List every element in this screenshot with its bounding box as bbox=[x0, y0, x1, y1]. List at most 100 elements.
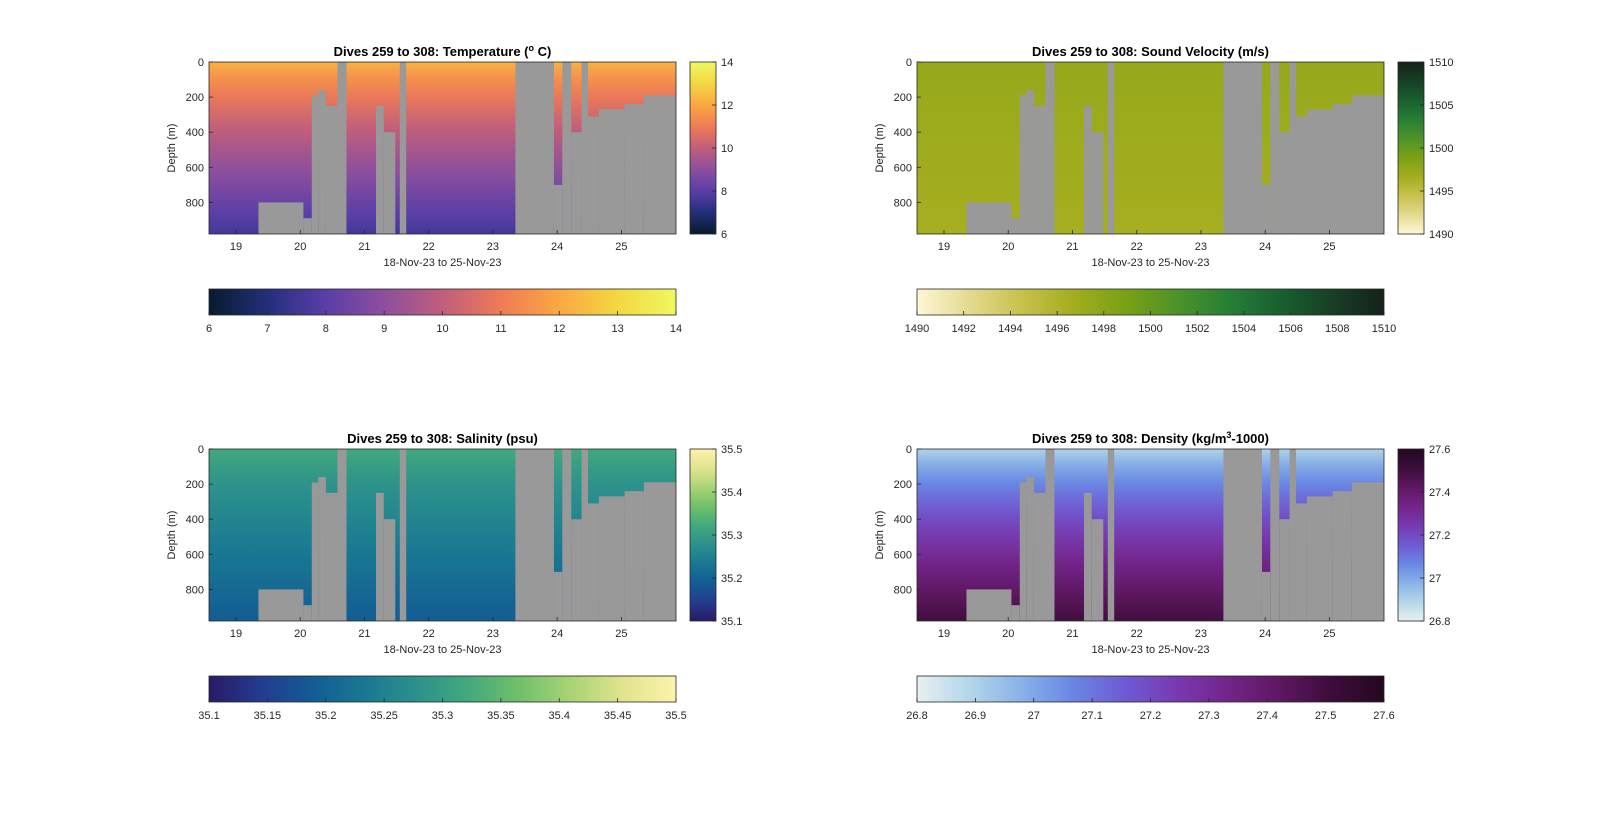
no-data-region bbox=[325, 105, 338, 234]
colorbar-tick-label: 1504 bbox=[1232, 323, 1256, 335]
no-data-region bbox=[1033, 492, 1046, 621]
no-data-region bbox=[1011, 605, 1020, 621]
no-data-region bbox=[581, 449, 588, 621]
y-axis-label: Depth (m) bbox=[874, 511, 886, 560]
no-data-region bbox=[562, 449, 572, 621]
x-tick-label: 19 bbox=[230, 628, 242, 640]
y-tick-label: 800 bbox=[186, 584, 204, 596]
no-data-region bbox=[1351, 482, 1384, 621]
x-tick-label: 25 bbox=[615, 628, 627, 640]
no-data-region bbox=[515, 62, 554, 234]
y-tick-label: 0 bbox=[906, 444, 912, 456]
colorbar-tick-label: 35.2 bbox=[721, 573, 742, 585]
no-data-region bbox=[624, 104, 644, 234]
no-data-region bbox=[624, 491, 644, 621]
colorbar-vertical bbox=[689, 448, 717, 622]
colorbar-tick-label: 1496 bbox=[1045, 323, 1069, 335]
no-data-region bbox=[966, 589, 1012, 621]
x-tick-label: 22 bbox=[1131, 628, 1143, 640]
y-tick-label: 600 bbox=[186, 162, 204, 174]
no-data-region bbox=[1270, 449, 1280, 621]
no-data-region bbox=[598, 496, 625, 621]
y-tick-label: 600 bbox=[894, 549, 912, 561]
y-axis-label: Depth (m) bbox=[874, 124, 886, 173]
colorbar-tick-label: 1490 bbox=[1429, 229, 1453, 241]
colorbar-tick-label: 1492 bbox=[951, 323, 975, 335]
no-data-region bbox=[1091, 132, 1104, 234]
no-data-region bbox=[562, 62, 572, 234]
no-data-region bbox=[383, 519, 396, 621]
colorbar-tick-label: 10 bbox=[436, 323, 448, 335]
x-tick-label: 19 bbox=[938, 628, 950, 640]
no-data-region bbox=[325, 492, 338, 621]
no-data-region bbox=[598, 109, 625, 234]
no-data-region bbox=[1289, 62, 1296, 234]
colorbar-tick-label: 6 bbox=[206, 323, 212, 335]
colorbar-tick-label: 14 bbox=[721, 57, 733, 69]
x-tick-label: 25 bbox=[1323, 241, 1335, 253]
no-data-region bbox=[303, 218, 312, 234]
colorbar-tick-label: 35.25 bbox=[370, 710, 398, 722]
no-data-region bbox=[553, 184, 563, 234]
colorbar-tick-label: 1510 bbox=[1429, 57, 1453, 69]
y-tick-label: 400 bbox=[186, 127, 204, 139]
colorbar-horizontal bbox=[208, 675, 677, 703]
x-tick-label: 21 bbox=[358, 628, 370, 640]
colorbar-tick-label: 35.1 bbox=[721, 616, 742, 628]
no-data-region bbox=[1351, 95, 1384, 234]
no-data-region bbox=[337, 449, 347, 621]
y-axis-label: Depth (m) bbox=[166, 511, 178, 560]
x-tick-label: 21 bbox=[358, 241, 370, 253]
y-tick-label: 200 bbox=[186, 479, 204, 491]
y-tick-label: 600 bbox=[894, 162, 912, 174]
colorbar-tick-label: 35.3 bbox=[721, 530, 742, 542]
x-tick-label: 22 bbox=[423, 628, 435, 640]
no-data-region bbox=[1091, 519, 1104, 621]
no-data-region bbox=[1011, 218, 1020, 234]
x-tick-label: 22 bbox=[1131, 241, 1143, 253]
colorbar-tick-label: 9 bbox=[381, 323, 387, 335]
no-data-region bbox=[1295, 116, 1307, 234]
no-data-region bbox=[966, 202, 1012, 234]
y-tick-label: 400 bbox=[894, 514, 912, 526]
colorbar-tick-label: 27 bbox=[1429, 573, 1441, 585]
no-data-region bbox=[1223, 62, 1262, 234]
colorbar-tick-label: 26.8 bbox=[906, 710, 927, 722]
no-data-region bbox=[1026, 477, 1034, 621]
x-tick-label: 20 bbox=[1002, 241, 1014, 253]
x-tick-label: 23 bbox=[1195, 241, 1207, 253]
colorbar-tick-label: 27.4 bbox=[1429, 487, 1450, 499]
colorbar-tick-label: 35.2 bbox=[315, 710, 336, 722]
colorbar-tick-label: 27.6 bbox=[1373, 710, 1394, 722]
plot-frame bbox=[916, 448, 1385, 622]
x-tick-label: 19 bbox=[938, 241, 950, 253]
x-tick-label: 20 bbox=[1002, 628, 1014, 640]
colorbar-horizontal bbox=[916, 675, 1385, 703]
no-data-region bbox=[587, 503, 599, 621]
no-data-region bbox=[1295, 503, 1307, 621]
no-data-region bbox=[515, 449, 554, 621]
colorbar-tick-label: 27.5 bbox=[1315, 710, 1336, 722]
colorbar-tick-label: 35.5 bbox=[721, 444, 742, 456]
chart-title: Dives 259 to 308: Density (kg/m3-1000) bbox=[1032, 430, 1269, 446]
colorbar-tick-label: 26.9 bbox=[965, 710, 986, 722]
colorbar-tick-label: 27 bbox=[1028, 710, 1040, 722]
x-tick-label: 23 bbox=[1195, 628, 1207, 640]
y-axis-label: Depth (m) bbox=[166, 124, 178, 173]
x-tick-label: 24 bbox=[1259, 241, 1271, 253]
colorbar-tick-label: 35.4 bbox=[721, 487, 742, 499]
colorbar-tick-label: 8 bbox=[721, 186, 727, 198]
colorbar-tick-label: 35.15 bbox=[254, 710, 282, 722]
y-tick-label: 800 bbox=[186, 197, 204, 209]
colorbar-tick-label: 6 bbox=[721, 229, 727, 241]
chart-panel-3: 19 20 21 22 23 24 25 0 200 400 600 800 18-Nov-23 to … bbox=[166, 431, 742, 722]
no-data-region bbox=[258, 202, 304, 234]
no-data-region bbox=[1084, 105, 1092, 234]
x-tick-label: 25 bbox=[1323, 628, 1335, 640]
no-data-region bbox=[587, 116, 599, 234]
y-tick-label: 0 bbox=[906, 57, 912, 69]
no-data-region bbox=[1019, 95, 1027, 234]
no-data-region bbox=[643, 482, 676, 621]
x-tick-label: 19 bbox=[230, 241, 242, 253]
